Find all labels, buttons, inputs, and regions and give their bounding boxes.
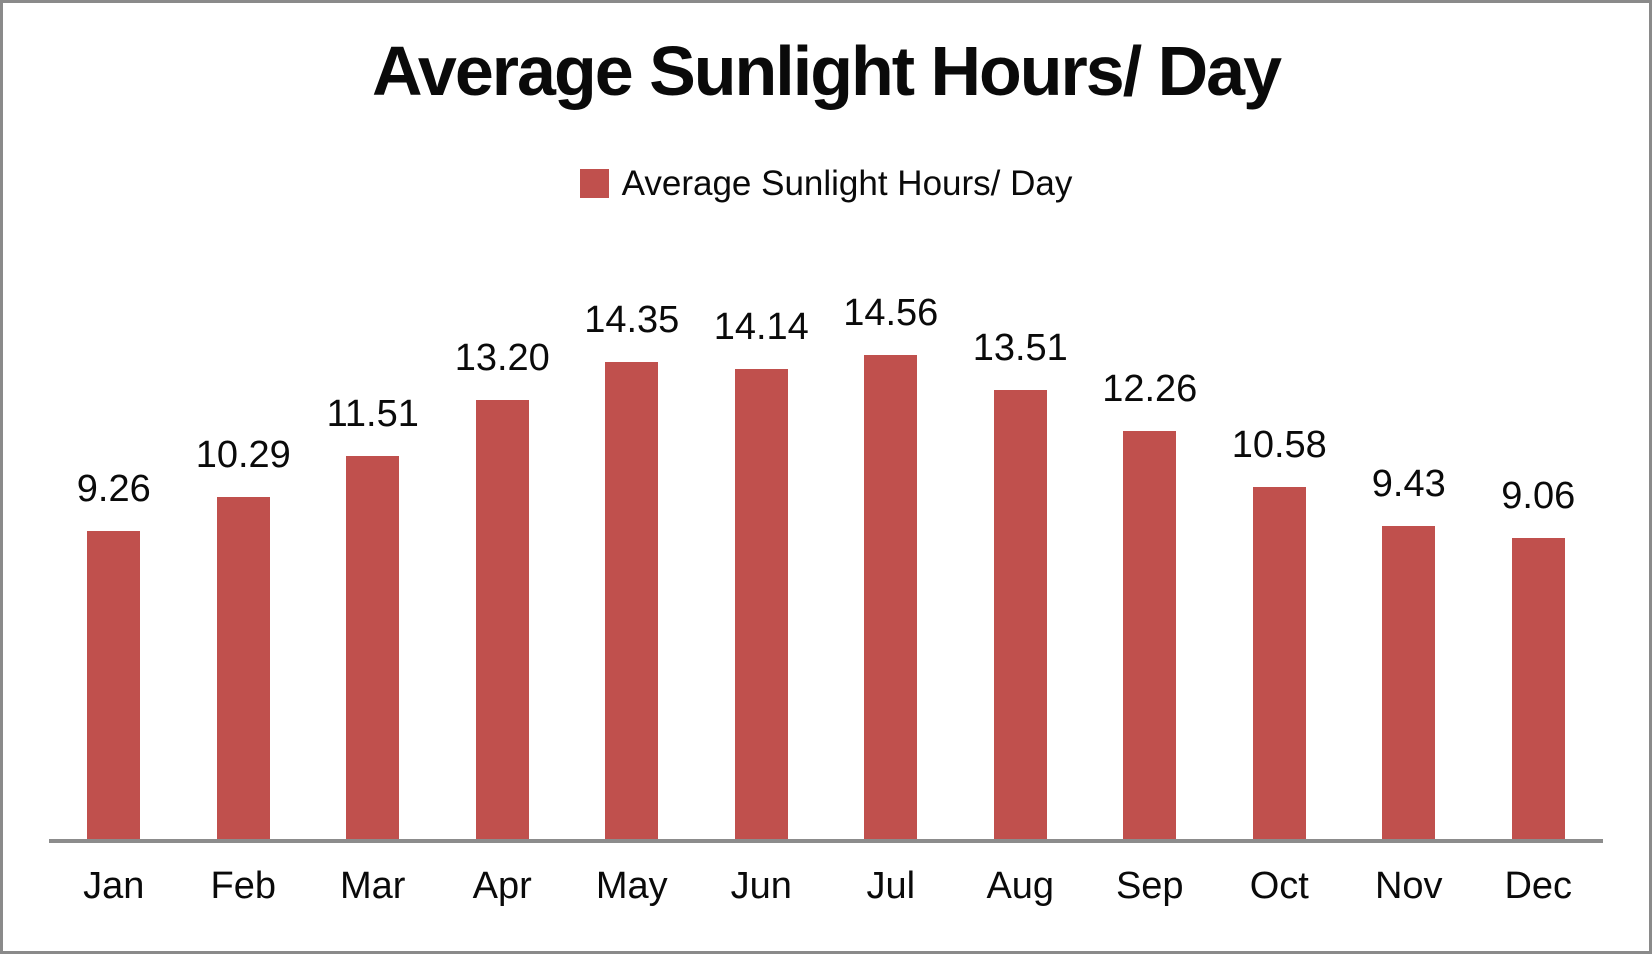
x-axis-line [49, 839, 1603, 843]
bar [605, 362, 659, 839]
bar-value-label: 12.26 [1102, 368, 1198, 411]
legend-label: Average Sunlight Hours/ Day [621, 163, 1073, 203]
category-axis: Jan Feb Mar Apr May Jun Jul Aug Sep Oct Nov Dec [49, 865, 1603, 908]
category-label: Mar [340, 865, 406, 907]
bar [216, 497, 270, 839]
bar-value-label: 14.56 [843, 292, 939, 335]
bar [1511, 538, 1565, 839]
category-label: Nov [1374, 865, 1443, 907]
category-label: Jun [730, 865, 792, 907]
bar [87, 531, 141, 839]
bar-value-label: 13.51 [972, 327, 1068, 370]
bar-column: 9.43 [1344, 463, 1474, 839]
category-label: Sep [1115, 865, 1184, 907]
bar-column: 12.26 [1085, 368, 1215, 839]
legend-swatch-icon [579, 169, 609, 198]
bar-column: 11.51 [308, 393, 438, 839]
bar-column: 14.14 [697, 306, 827, 839]
bar [734, 369, 788, 839]
category-label: Jul [866, 865, 916, 907]
bar-value-label: 10.58 [1231, 424, 1327, 467]
bar [1252, 487, 1306, 839]
bars-row: 9.26 10.29 11.51 13.20 14.35 14.14 14.56 13.51 1… [49, 292, 1604, 839]
category-label: Apr [472, 865, 532, 907]
bar-value-label: 13.20 [454, 337, 550, 380]
bar [1382, 526, 1436, 839]
bar-column: 9.26 [49, 468, 179, 839]
bar-value-label: 9.43 [1371, 463, 1446, 506]
bar-column: 10.58 [1215, 424, 1345, 839]
chart-title: Average Sunlight Hours/ Day [371, 32, 1282, 110]
bar-value-label: 10.29 [195, 434, 291, 477]
category-label: Aug [986, 865, 1055, 907]
bar [475, 400, 529, 839]
bar-column: 13.20 [438, 337, 568, 839]
bar-value-label: 14.14 [713, 306, 809, 349]
bar-column: 14.35 [567, 299, 697, 839]
category-label: Feb [210, 865, 276, 907]
bar [1123, 431, 1177, 839]
bar-column: 9.06 [1474, 475, 1604, 839]
bar-value-label: 14.35 [584, 299, 680, 342]
bar-column: 13.51 [956, 327, 1086, 839]
category-label: Dec [1504, 865, 1573, 907]
bar-column: 14.56 [826, 292, 956, 839]
bar-value-label: 9.26 [76, 468, 151, 511]
bar-value-label: 11.51 [326, 393, 419, 436]
bar [993, 390, 1047, 839]
plot-area: 9.26 10.29 11.51 13.20 14.35 14.14 14.56 13.51 1… [49, 292, 1604, 908]
category-label: May [595, 865, 668, 907]
bar [346, 456, 400, 839]
category-label: Jan [83, 865, 145, 907]
bar-value-label: 9.06 [1501, 475, 1576, 518]
bar [864, 355, 918, 839]
legend: Average Sunlight Hours/ Day [3, 164, 1649, 204]
category-label: Oct [1249, 865, 1309, 907]
bar-column: 10.29 [179, 434, 309, 839]
